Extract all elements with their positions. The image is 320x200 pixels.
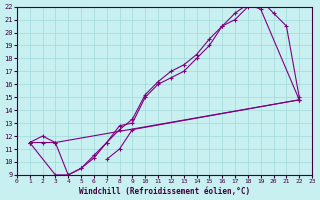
X-axis label: Windchill (Refroidissement éolien,°C): Windchill (Refroidissement éolien,°C) xyxy=(79,187,250,196)
